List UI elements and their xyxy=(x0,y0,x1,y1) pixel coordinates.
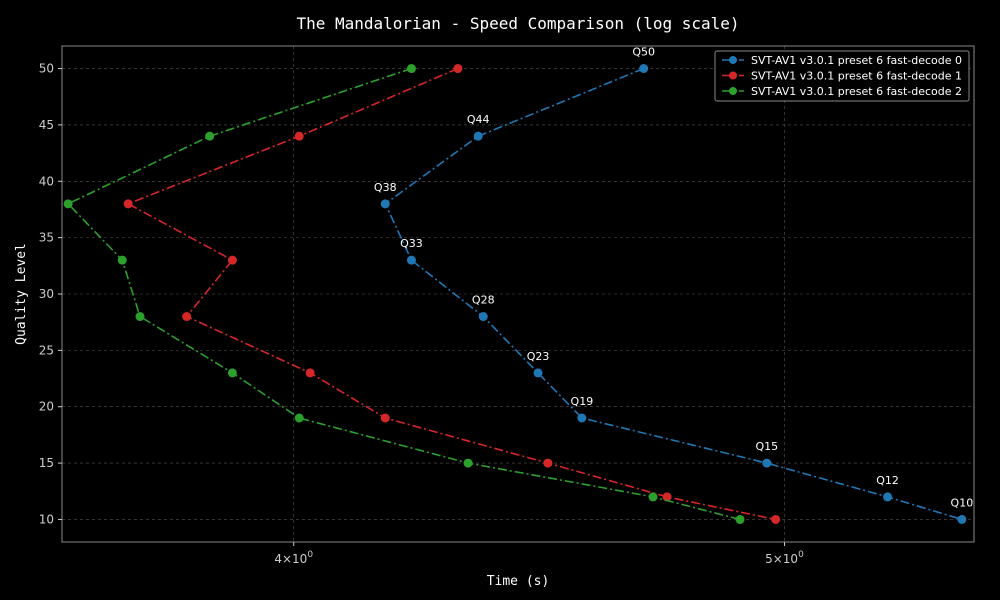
data-point xyxy=(227,368,237,378)
legend-label: SVT-AV1 v3.0.1 preset 6 fast-decode 2 xyxy=(751,85,962,98)
y-tick-label: 25 xyxy=(39,343,54,357)
point-label: Q19 xyxy=(571,395,594,408)
legend-box xyxy=(714,50,970,102)
data-point xyxy=(957,514,967,524)
legend: SVT-AV1 v3.0.1 preset 6 fast-decode 0 SVT… xyxy=(714,50,970,102)
point-label: Q38 xyxy=(374,181,397,194)
point-label: Q28 xyxy=(472,294,495,307)
point-label: Q33 xyxy=(400,237,423,250)
point-label: Q50 xyxy=(632,46,655,59)
series-line xyxy=(384,67,963,521)
data-point xyxy=(543,458,553,468)
data-point xyxy=(227,255,237,265)
x-tick-label: 4×100 xyxy=(274,550,313,566)
y-tick-label: 40 xyxy=(39,174,54,188)
legend-swatch-marker xyxy=(729,71,737,80)
data-point xyxy=(205,131,215,141)
chart-title: The Mandalorian - Speed Comparison (log … xyxy=(296,14,739,33)
data-point xyxy=(305,368,315,378)
y-tick-label: 45 xyxy=(39,118,54,132)
series-2 xyxy=(63,64,745,524)
data-point xyxy=(63,199,73,209)
legend-label: SVT-AV1 v3.0.1 preset 6 fast-decode 0 xyxy=(751,54,962,67)
series-line xyxy=(126,67,776,521)
data-point xyxy=(533,368,543,378)
data-point xyxy=(883,492,893,502)
series-0 xyxy=(380,64,967,524)
data-point xyxy=(577,413,587,423)
legend-swatch-marker xyxy=(729,56,737,64)
point-label: Q44 xyxy=(467,113,490,126)
data-point xyxy=(639,64,649,74)
data-point xyxy=(117,255,127,265)
data-point xyxy=(182,312,192,322)
data-point xyxy=(762,458,772,468)
data-point xyxy=(135,312,145,322)
y-axis-label: Quality Level xyxy=(14,243,29,345)
point-label: Q12 xyxy=(876,474,899,487)
data-point xyxy=(380,413,390,423)
y-tick-label: 15 xyxy=(39,456,54,470)
legend-swatch-marker xyxy=(729,87,737,95)
x-axis-label: Time (s) xyxy=(487,574,550,589)
point-label: Q15 xyxy=(755,440,778,453)
y-tick-label: 10 xyxy=(39,512,54,526)
data-point xyxy=(453,64,463,74)
y-tick-label: 35 xyxy=(39,231,54,245)
y-tick-label: 50 xyxy=(39,62,54,76)
data-point xyxy=(735,514,745,524)
data-point xyxy=(380,199,390,209)
y-tick-label: 30 xyxy=(39,287,54,301)
legend-label: SVT-AV1 v3.0.1 preset 6 fast-decode 1 xyxy=(751,70,962,83)
data-point xyxy=(771,514,781,524)
data-point xyxy=(406,64,416,74)
data-point xyxy=(294,413,304,423)
data-point xyxy=(473,131,483,141)
data-point xyxy=(463,458,473,468)
point-labels-layer: Q50 Q44 Q38 Q33 Q28 Q23 Q19 Q15 Q12 Q10 xyxy=(374,46,973,510)
grid-layer xyxy=(62,46,974,542)
data-point xyxy=(478,312,488,322)
data-point xyxy=(662,492,672,502)
data-point xyxy=(648,492,658,502)
data-point xyxy=(123,199,133,209)
series-1 xyxy=(123,64,781,524)
axes-layer: 10 15 20 25 30 35 40 45 50 4×100 5×100 xyxy=(39,62,804,566)
data-point xyxy=(406,255,416,265)
series-layer xyxy=(63,64,967,524)
x-tick-label: 5×100 xyxy=(765,550,804,566)
data-point xyxy=(294,131,304,141)
series-line xyxy=(66,67,741,521)
point-label: Q23 xyxy=(527,350,550,363)
point-label: Q10 xyxy=(951,496,974,509)
y-tick-label: 20 xyxy=(39,400,54,414)
